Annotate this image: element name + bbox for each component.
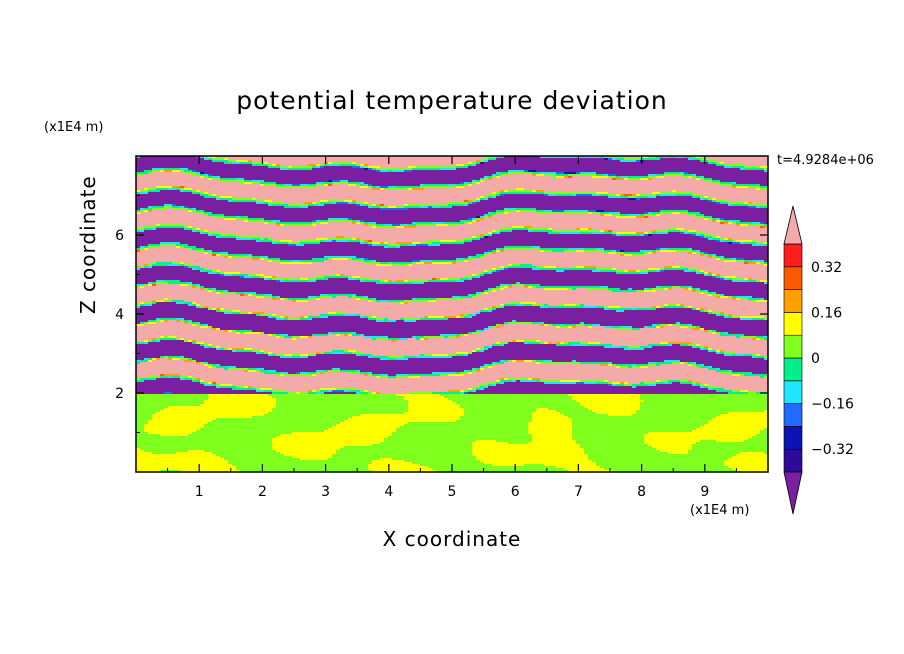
colorbar-cell: [784, 244, 802, 267]
x-tick-label: 5: [448, 484, 457, 500]
x-tick-label: 3: [321, 484, 330, 500]
colorbar-cell: [784, 335, 802, 358]
x-tick-label: 4: [384, 484, 393, 500]
x-tick-label: 6: [511, 484, 520, 500]
x-tick-label: 2: [258, 484, 267, 500]
colorbar-cell: [784, 290, 802, 313]
colorbar-cell: [784, 381, 802, 404]
y-tick-label: 2: [115, 386, 124, 402]
x-tick-label: 8: [637, 484, 646, 500]
x-tick-label: 7: [574, 484, 583, 500]
colorbar-label: 0: [811, 351, 820, 367]
colorbar-cell: [784, 426, 802, 449]
y-tick-label: 4: [115, 307, 124, 323]
contour-field: [136, 156, 769, 473]
colorbar-cell: [784, 358, 802, 381]
colorbar-label: −0.16: [811, 397, 854, 413]
y-tick-label: 6: [115, 228, 124, 244]
colorbar-cell: [784, 449, 802, 472]
colorbar-cell: [784, 312, 802, 335]
colorbar-label: −0.32: [811, 442, 854, 458]
x-tick-label: 9: [700, 484, 709, 500]
colorbar-extend-min: [784, 472, 802, 514]
colorbar-cell: [784, 404, 802, 427]
colorbar-extend-max: [784, 206, 802, 244]
colorbar-label: 0.16: [811, 305, 842, 321]
colorbar-label: 0.32: [811, 260, 842, 276]
colorbar-cell: [784, 267, 802, 290]
x-tick-label: 1: [195, 484, 204, 500]
